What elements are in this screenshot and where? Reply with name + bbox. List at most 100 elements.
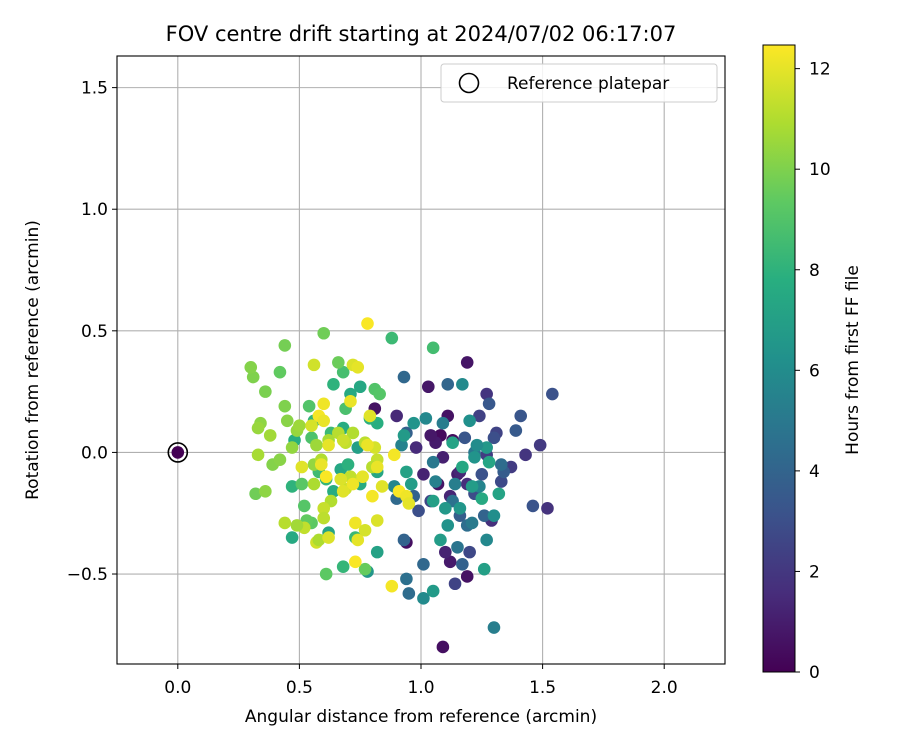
data-point xyxy=(361,317,374,330)
data-point xyxy=(443,555,457,569)
data-point xyxy=(412,504,425,518)
data-point xyxy=(492,487,506,501)
data-point xyxy=(448,577,462,591)
data-point xyxy=(480,387,493,401)
data-point xyxy=(409,441,423,454)
data-point xyxy=(400,465,413,479)
data-point xyxy=(477,562,491,576)
data-point xyxy=(351,533,365,547)
data-point xyxy=(349,555,362,569)
y-tick-label: 1.5 xyxy=(81,79,108,99)
data-point xyxy=(541,502,554,515)
data-point xyxy=(390,409,403,423)
colorbar-tick-label: 0 xyxy=(809,663,820,683)
data-point xyxy=(453,502,467,515)
data-point xyxy=(263,429,277,442)
data-point xyxy=(519,448,532,462)
data-point xyxy=(456,557,469,571)
data-point xyxy=(358,562,372,576)
data-point xyxy=(439,545,452,559)
data-point xyxy=(395,438,408,452)
data-point xyxy=(341,458,355,471)
data-point xyxy=(458,431,472,445)
data-point xyxy=(361,438,374,452)
data-point xyxy=(480,533,493,547)
legend-marker xyxy=(458,72,480,94)
x-axis-ticks: 0.0 0.5 1.0 1.5 2.0 xyxy=(164,664,678,698)
data-point xyxy=(407,416,421,430)
data-point xyxy=(385,331,399,345)
data-point xyxy=(278,516,292,530)
y-tick-label: −0.5 xyxy=(67,565,108,585)
data-point xyxy=(336,560,350,574)
data-point xyxy=(426,494,440,508)
x-axis-label: Angular distance from reference (arcmin) xyxy=(245,707,597,727)
data-point xyxy=(426,341,440,355)
data-point xyxy=(249,487,262,501)
data-point xyxy=(285,441,299,454)
data-point xyxy=(419,412,433,425)
data-point xyxy=(487,431,501,445)
data-point xyxy=(451,540,464,554)
data-point xyxy=(353,380,367,394)
data-point xyxy=(295,460,309,474)
data-point xyxy=(514,409,528,423)
data-point xyxy=(480,441,493,454)
data-point xyxy=(259,385,272,398)
data-point xyxy=(533,438,547,452)
data-point xyxy=(317,326,331,340)
data-point xyxy=(426,455,440,469)
data-point xyxy=(319,470,333,484)
colorbar xyxy=(762,44,796,673)
data-point xyxy=(387,448,401,462)
data-point xyxy=(334,472,348,486)
data-point xyxy=(397,429,411,442)
x-tick-label: 0.0 xyxy=(164,678,191,698)
chart-title: FOV centre drift starting at 2024/07/02 … xyxy=(166,22,677,46)
data-point xyxy=(397,533,411,547)
legend-box xyxy=(440,63,718,103)
data-point xyxy=(273,365,287,379)
data-point xyxy=(417,468,430,481)
data-point xyxy=(312,533,326,547)
data-point xyxy=(317,397,331,411)
data-point xyxy=(285,531,299,544)
data-point xyxy=(429,475,442,488)
data-point xyxy=(351,360,365,374)
data-point xyxy=(473,409,486,423)
data-point xyxy=(366,489,379,503)
data-point xyxy=(441,378,455,391)
legend: Reference platepar xyxy=(440,63,718,103)
colorbar-tick-label: 6 xyxy=(809,361,820,381)
data-point xyxy=(426,584,440,598)
data-point xyxy=(460,570,474,583)
data-point xyxy=(322,438,335,452)
data-point xyxy=(327,485,340,498)
data-point xyxy=(417,557,430,571)
reference-marker-ring xyxy=(167,442,189,463)
data-point xyxy=(477,509,491,522)
data-point xyxy=(317,502,331,515)
data-point xyxy=(251,421,265,435)
data-point xyxy=(526,499,540,513)
data-point xyxy=(468,450,481,464)
x-tick-label: 2.0 xyxy=(651,678,678,698)
data-point xyxy=(327,378,340,391)
data-point xyxy=(404,477,418,491)
data-point xyxy=(385,579,399,593)
data-point xyxy=(456,460,469,474)
colorbar-tick-label: 8 xyxy=(809,261,820,281)
data-point xyxy=(344,395,357,408)
colorbar-tick-label: 12 xyxy=(809,60,831,80)
data-point xyxy=(439,502,452,515)
data-point xyxy=(436,416,450,430)
data-point xyxy=(475,468,489,481)
data-point xyxy=(373,387,386,401)
data-point xyxy=(280,414,294,428)
data-point xyxy=(370,460,384,474)
data-point xyxy=(434,533,447,547)
data-point xyxy=(317,414,331,428)
data-point xyxy=(293,419,306,432)
